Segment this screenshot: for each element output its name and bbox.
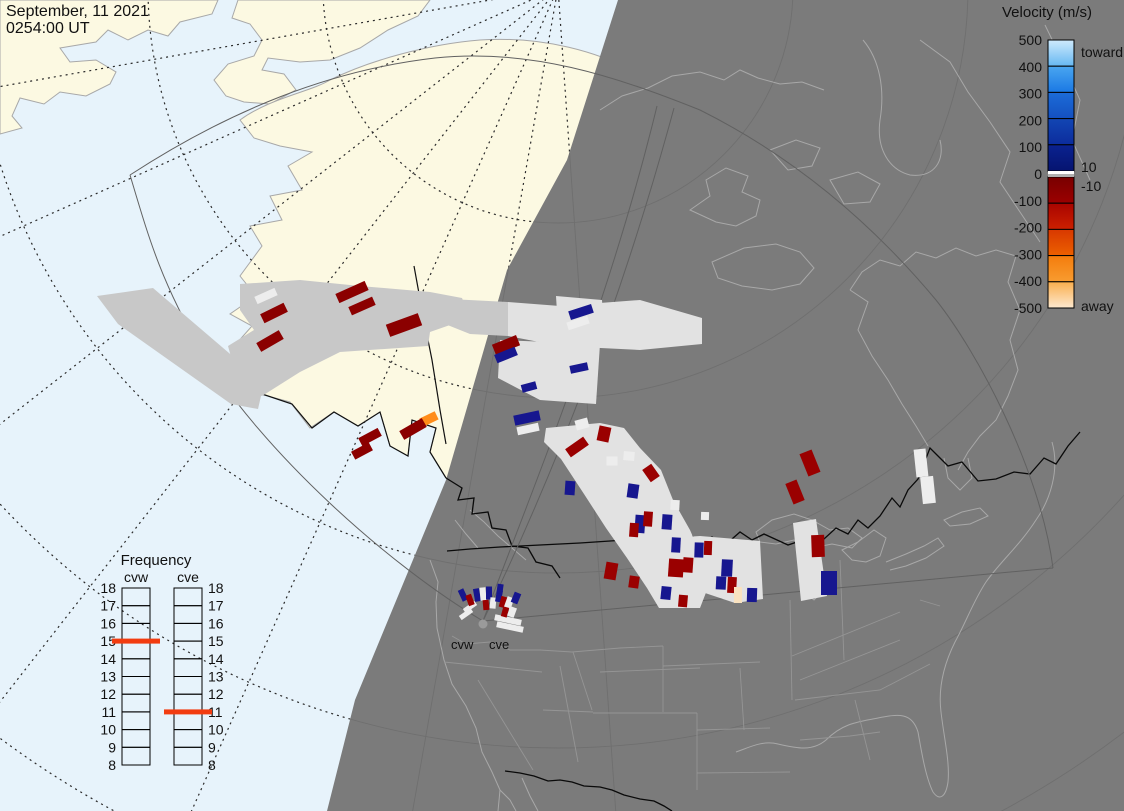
velocity-cell [701, 512, 709, 520]
radar-site-dot [479, 620, 488, 629]
frequency-tick-label: 11 [101, 704, 116, 720]
frequency-tick-label: 8 [108, 757, 116, 773]
frequency-tick-label: 16 [100, 615, 116, 631]
velocity-cell [694, 542, 704, 557]
velocity-cell [490, 597, 497, 608]
frequency-tick-label: 17 [100, 598, 116, 614]
colorbar-segment [1048, 282, 1074, 308]
colorbar-segment [1048, 256, 1074, 282]
colorbar-tick-label: -400 [1014, 273, 1042, 289]
velocity-cell [734, 587, 742, 603]
frequency-tick-label: 14 [100, 651, 116, 667]
threshold-upper-label: 10 [1081, 159, 1097, 175]
velocity-cell [628, 575, 640, 588]
colorbar-tick-label: -300 [1014, 246, 1042, 262]
velocity-cell [623, 451, 635, 461]
frequency-tick-label: 10 [208, 722, 224, 738]
frequency-marker [164, 709, 212, 714]
velocity-cell [670, 500, 680, 510]
frequency-tick-label: 10 [100, 722, 116, 738]
colorbar-zero-band [1048, 174, 1074, 177]
frequency-tick-label: 18 [208, 580, 224, 596]
frequency-tick-label: 18 [100, 580, 116, 596]
frequency-tick-label: 13 [100, 669, 116, 685]
colorbar-tick-label: 200 [1019, 112, 1043, 128]
colorbar-tick-label: -500 [1014, 300, 1042, 316]
threshold-lower-label: -10 [1081, 178, 1101, 194]
velocity-cell [627, 483, 640, 498]
velocity-cell [668, 558, 684, 577]
frequency-tick-label: 14 [208, 651, 224, 667]
timestamp-time: 0254:00 UT [6, 20, 90, 37]
colorbar-tick-label: 0 [1034, 166, 1042, 182]
frequency-tick-label: 12 [208, 686, 224, 702]
colorbar-segment [1048, 66, 1074, 92]
colorbar-tick-label: -100 [1014, 193, 1042, 209]
radar-label-cvw: cvw [451, 637, 474, 652]
frequency-tick-label: 17 [208, 598, 224, 614]
colorbar-tick-label: -200 [1014, 220, 1042, 236]
velocity-legend-title: Velocity (m/s) [1002, 4, 1092, 21]
frequency-tick-label: 15 [208, 633, 224, 649]
frequency-col-cvw: cvw [124, 569, 149, 585]
frequency-tick-label: 16 [208, 615, 224, 631]
frequency-marker [112, 639, 160, 644]
frequency-col-cve: cve [177, 569, 199, 585]
frequency-tick-label: 13 [208, 669, 224, 685]
velocity-cell [682, 557, 693, 573]
colorbar-segment [1048, 119, 1074, 145]
velocity-cell [821, 571, 837, 595]
velocity-cell [660, 586, 671, 600]
frequency-tick-label: 12 [100, 686, 116, 702]
velocity-cell [565, 481, 576, 496]
colorbar-tick-label: 500 [1019, 32, 1043, 48]
velocity-cell [629, 523, 639, 538]
velocity-cell [643, 511, 653, 527]
radar-label-cve: cve [489, 637, 509, 652]
toward-label: toward [1081, 44, 1123, 60]
timestamp-date: September, 11 2021 [6, 3, 149, 20]
velocity-cell [671, 537, 681, 552]
frequency-tick-label: 8 [208, 757, 216, 773]
map-canvas: cvw cve September, 11 2021 0254:00 UT Ve… [0, 0, 1124, 811]
colorbar-segment [1048, 203, 1074, 229]
velocity-cell [607, 457, 618, 466]
colorbar-segment [1048, 92, 1074, 118]
velocity-cell [747, 588, 757, 602]
velocity-cell [678, 595, 688, 608]
velocity-cell [811, 535, 825, 557]
colorbar-tick-label: 300 [1019, 86, 1043, 102]
superdarn-velocity-map: cvw cve September, 11 2021 0254:00 UT Ve… [0, 0, 1124, 811]
colorbar-segment [1048, 229, 1074, 255]
colorbar-segment [1048, 177, 1074, 203]
colorbar-segment [1048, 145, 1074, 171]
frequency-tick-label: 9 [108, 739, 116, 755]
velocity-cell [721, 559, 733, 577]
velocity-cell [704, 541, 712, 555]
frequency-legend-title: Frequency [121, 552, 192, 569]
velocity-cell [716, 576, 727, 590]
colorbar-tick-label: 400 [1019, 59, 1043, 75]
colorbar-segment [1048, 40, 1074, 66]
velocity-cell [483, 600, 490, 610]
away-label: away [1081, 298, 1114, 314]
colorbar-zero-band [1048, 171, 1074, 174]
colorbar-tick-label: 100 [1019, 139, 1043, 155]
frequency-tick-label: 9 [208, 739, 216, 755]
velocity-cell [661, 514, 672, 530]
velocity-cell [479, 587, 486, 600]
